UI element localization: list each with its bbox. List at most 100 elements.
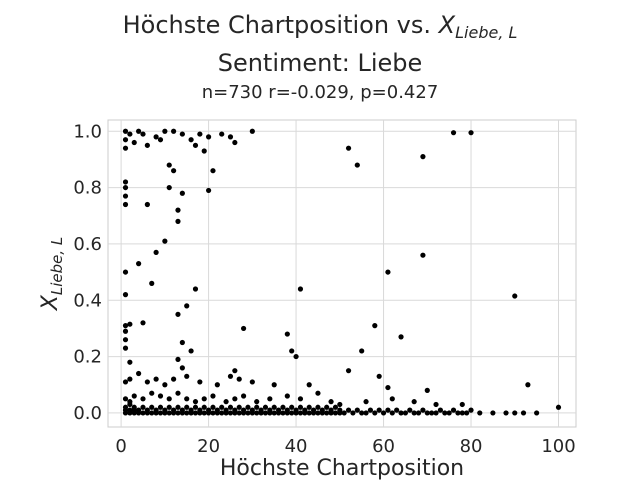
data-point bbox=[420, 154, 426, 160]
data-point bbox=[188, 348, 194, 354]
data-point bbox=[459, 410, 465, 416]
data-point bbox=[232, 139, 238, 146]
data-point bbox=[477, 410, 483, 416]
data-point bbox=[175, 410, 181, 416]
data-point bbox=[271, 382, 277, 388]
data-point bbox=[315, 410, 321, 416]
data-point bbox=[201, 396, 207, 402]
data-point bbox=[450, 407, 457, 413]
x-tick-label: 40 bbox=[285, 436, 308, 457]
data-point bbox=[232, 368, 238, 374]
data-point bbox=[468, 407, 474, 413]
data-point bbox=[385, 407, 391, 413]
data-point bbox=[337, 407, 343, 413]
data-point bbox=[127, 376, 133, 382]
data-point bbox=[328, 407, 334, 413]
data-point bbox=[293, 407, 299, 413]
data-point bbox=[284, 393, 290, 399]
data-point bbox=[450, 130, 457, 136]
data-point bbox=[162, 128, 168, 134]
data-point bbox=[249, 379, 255, 385]
data-point bbox=[122, 179, 129, 185]
y-axis-label-subscript: Liebe, L bbox=[48, 237, 66, 295]
data-point bbox=[219, 404, 225, 410]
data-point bbox=[385, 384, 391, 391]
data-point bbox=[354, 407, 360, 413]
data-point bbox=[192, 142, 199, 148]
data-point bbox=[254, 404, 260, 410]
data-point bbox=[284, 407, 290, 413]
data-point bbox=[223, 399, 229, 405]
data-point bbox=[332, 404, 339, 410]
title-symbol: X bbox=[438, 11, 456, 39]
data-point bbox=[372, 410, 378, 416]
data-point bbox=[284, 331, 290, 337]
data-point bbox=[223, 407, 229, 413]
data-point bbox=[389, 410, 395, 416]
data-point bbox=[232, 407, 238, 413]
data-point bbox=[149, 404, 155, 410]
data-point bbox=[127, 321, 133, 327]
data-point bbox=[136, 407, 142, 413]
data-point bbox=[219, 131, 225, 137]
data-point bbox=[179, 365, 185, 371]
data-point bbox=[210, 404, 216, 410]
y-tick-label: 0.2 bbox=[73, 347, 102, 368]
data-point bbox=[433, 410, 439, 416]
data-point bbox=[227, 134, 234, 140]
data-point bbox=[122, 345, 129, 351]
data-point bbox=[398, 410, 404, 416]
data-point bbox=[122, 292, 129, 298]
data-point bbox=[306, 404, 312, 410]
data-point bbox=[240, 325, 247, 332]
data-point bbox=[122, 201, 129, 208]
data-point bbox=[345, 145, 352, 151]
data-point bbox=[192, 399, 199, 405]
data-point bbox=[149, 390, 155, 396]
data-point bbox=[267, 407, 273, 413]
data-point bbox=[144, 201, 150, 208]
data-point bbox=[534, 410, 540, 416]
data-point bbox=[153, 249, 159, 255]
data-point bbox=[394, 407, 400, 413]
data-point bbox=[122, 193, 129, 199]
data-point bbox=[411, 410, 417, 416]
data-point bbox=[398, 334, 404, 340]
x-tick-label: 80 bbox=[460, 436, 483, 457]
data-point bbox=[197, 379, 203, 385]
data-point bbox=[171, 407, 177, 413]
data-point bbox=[306, 410, 312, 416]
data-point bbox=[385, 269, 391, 275]
data-point bbox=[359, 348, 365, 354]
data-point bbox=[319, 407, 325, 413]
data-point bbox=[262, 410, 269, 416]
data-point bbox=[188, 407, 194, 413]
data-point bbox=[490, 410, 496, 416]
data-point bbox=[127, 401, 133, 408]
data-point bbox=[293, 353, 299, 360]
data-point bbox=[363, 410, 369, 416]
data-point bbox=[267, 396, 273, 402]
data-point bbox=[227, 410, 234, 416]
data-point bbox=[179, 131, 185, 137]
data-point bbox=[131, 393, 137, 399]
data-point bbox=[433, 401, 439, 408]
data-point bbox=[201, 410, 207, 416]
data-point bbox=[122, 128, 129, 134]
data-point bbox=[429, 410, 435, 416]
data-point bbox=[232, 396, 238, 402]
data-point bbox=[345, 407, 352, 413]
data-point bbox=[350, 410, 356, 416]
title-text: Höchste Chartposition vs. bbox=[122, 11, 439, 39]
data-point bbox=[372, 323, 378, 329]
data-point bbox=[175, 404, 181, 410]
data-point bbox=[184, 396, 190, 402]
data-point bbox=[175, 356, 181, 363]
data-point bbox=[162, 407, 168, 413]
data-point bbox=[341, 410, 347, 416]
data-point bbox=[166, 410, 172, 416]
data-point bbox=[271, 404, 277, 410]
data-point bbox=[210, 168, 216, 174]
data-point bbox=[227, 373, 234, 379]
data-point bbox=[122, 184, 129, 191]
